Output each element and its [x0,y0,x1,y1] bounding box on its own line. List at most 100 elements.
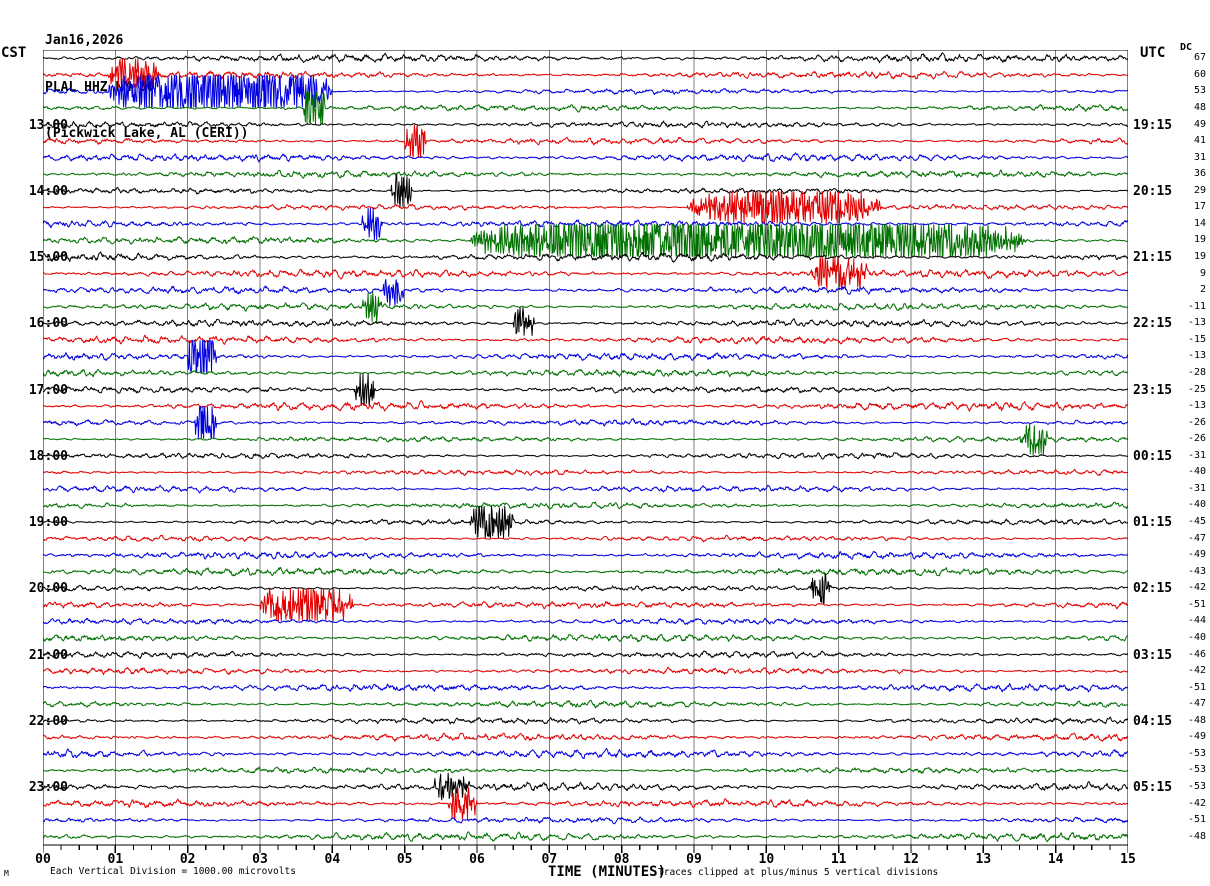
x-tick-label: 15 [1120,852,1136,867]
seismic-trace [43,423,1128,456]
x-tick-label: 03 [252,852,268,867]
utc-time-label: 23:15 [1133,382,1173,398]
x-axis-title: TIME (MINUTES) [548,864,667,880]
dc-value: -51 [1187,681,1206,693]
seismic-trace [43,191,1128,224]
seismic-trace [43,291,1128,323]
seismic-trace [43,368,1128,378]
seismic-trace [43,787,1128,820]
dc-value: -49 [1187,731,1206,743]
dc-value: -15 [1187,333,1206,345]
dc-value: -13 [1187,400,1206,412]
dc-value: -53 [1187,781,1206,793]
utc-time-label: 04:15 [1133,713,1173,729]
dc-value: -40 [1187,631,1206,643]
utc-time-label: 19:15 [1133,117,1173,133]
cst-time-label: 23:00 [28,780,68,796]
x-tick-label: 00 [35,852,51,867]
dc-value: -42 [1187,582,1206,594]
cst-time-label: 19:00 [28,515,68,531]
dc-value: 31 [1193,151,1206,163]
utc-time-label: 22:15 [1133,316,1173,332]
utc-time-label: 03:15 [1133,647,1173,663]
seismic-trace [43,501,1128,510]
dc-value: -31 [1187,482,1206,494]
utc-time-label: 05:15 [1133,780,1173,796]
seismic-trace [43,307,1128,336]
dc-value: 29 [1193,184,1206,196]
seismic-trace [43,831,1128,843]
seismic-trace [43,75,1128,108]
seismic-trace [43,406,1128,439]
dc-value: -26 [1187,433,1206,445]
seismic-trace [43,52,1128,64]
seismic-trace [43,120,1128,129]
seismic-trace [43,716,1128,725]
clip-note: Traces clipped at plus/minus 5 vertical … [658,867,939,878]
seismic-trace [43,91,1128,125]
seismic-trace [43,278,1128,307]
seismic-trace [43,257,1128,290]
x-tick-label: 14 [1047,852,1064,867]
dc-value: -51 [1187,814,1206,826]
dc-value: -11 [1187,300,1206,312]
corner-mark: M [4,869,9,878]
station-location: (Pickwick Lake, AL (CERI)) [45,126,249,141]
dc-value: -13 [1187,350,1206,362]
seismic-trace [43,617,1128,625]
cst-axis-label: CST [1,45,27,61]
seismic-trace [43,772,1128,801]
dc-value: 53 [1193,85,1206,97]
x-tick-label: 07 [541,852,558,867]
seismic-trace [43,452,1128,460]
dc-value: 67 [1193,52,1206,64]
seismic-trace [43,505,1128,539]
dc-value: -48 [1187,830,1206,842]
x-tick-label: 02 [179,852,196,867]
seismic-trace [43,484,1128,494]
x-tick-label: 01 [107,852,124,867]
seismic-trace [43,588,1128,622]
seismic-trace [43,207,1128,241]
dc-column-header: DC [1180,42,1193,53]
x-tick-label: 09 [686,852,702,867]
seismic-trace [43,650,1128,660]
x-tick-label: 05 [396,852,413,867]
dc-value: -45 [1187,516,1206,528]
dc-value: -25 [1187,383,1206,395]
dc-value: -42 [1187,665,1206,677]
dc-value: 49 [1193,118,1206,130]
seismic-trace [43,334,1128,345]
seismic-trace [43,732,1128,742]
dc-value: -28 [1187,366,1206,378]
dc-value: -43 [1187,565,1206,577]
dc-value: -13 [1187,317,1206,329]
dc-value: -48 [1187,714,1206,726]
x-tick-label: 04 [324,852,341,867]
cst-time-label: 18:00 [28,448,68,464]
seismic-trace [43,747,1128,760]
utc-time-label: 00:15 [1133,448,1173,464]
x-tick-label: 10 [758,852,775,867]
dc-value: -47 [1187,698,1206,710]
x-tick-label: 12 [903,852,919,867]
dc-value: -47 [1187,532,1206,544]
dc-value: 41 [1193,135,1206,147]
dc-value: -49 [1187,549,1206,561]
dc-value: -26 [1187,416,1206,428]
seismic-trace [43,169,1128,179]
x-tick-label: 13 [975,852,992,867]
x-tick-label: 11 [830,852,847,867]
x-tick-label: 06 [469,852,485,867]
seismic-trace [43,373,1128,406]
dc-value: -53 [1187,747,1206,759]
cst-time-label: 13:00 [28,117,68,133]
dc-value: -53 [1187,764,1206,776]
utc-time-label: 02:15 [1133,581,1173,597]
dc-value: -46 [1187,648,1206,660]
seismogram-plot[interactable] [43,50,1128,853]
seismic-trace [43,224,1128,257]
dc-value: -40 [1187,499,1206,511]
seismic-trace [43,174,1128,207]
cst-time-label: 15:00 [28,250,68,266]
